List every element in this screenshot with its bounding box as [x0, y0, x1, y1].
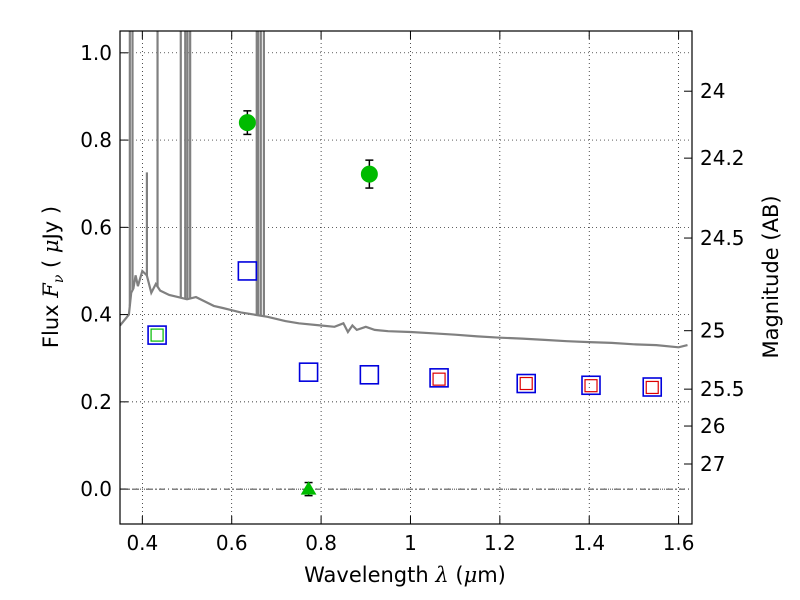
sed-model [120, 31, 688, 349]
model-flux-square-blue [237, 261, 258, 281]
x-tick-label: 1.2 [484, 531, 516, 555]
model-flux-square-green [150, 328, 164, 342]
model-flux-square-blue [359, 364, 380, 385]
y-tick-label: 0.4 [80, 303, 112, 327]
model-flux-square-blue [642, 377, 663, 397]
model-flux-square-blue [516, 373, 537, 394]
observed-flux-point [360, 165, 378, 183]
right-axis-label: Magnitude (AB) [759, 195, 783, 358]
x-axis-label: Wavelength λ (μm) [304, 563, 506, 587]
x-tick-label: 0.6 [216, 531, 248, 555]
model-flux-square-blue [147, 325, 167, 345]
mag-tick-label: 24.2 [700, 146, 745, 170]
axis-ticks: 0.4 0.6 0.8 1 1.2 1.4 1.6 0.0 0.2 0.4 0.6 0.8 1.0 24 2… [80, 31, 745, 555]
x-tick-label: 0.8 [305, 531, 337, 555]
grid [120, 31, 692, 524]
model-flux-square-blue [429, 368, 449, 388]
observed-flux-point [238, 114, 256, 132]
mag-tick-label: 24 [700, 79, 725, 103]
upper-limit-triangle [300, 481, 317, 495]
y-tick-label: 1.0 [80, 41, 112, 65]
model-flux-square-red [584, 379, 598, 393]
model-flux-square-blue [581, 375, 601, 396]
mag-tick-label: 25.5 [700, 377, 745, 401]
mag-tick-label: 26 [700, 414, 725, 438]
model-flux-square-red [432, 372, 446, 386]
x-tick-label: 1 [404, 531, 417, 555]
mag-tick-label: 25 [700, 319, 725, 343]
sed-model-group [120, 31, 688, 349]
x-tick-label: 1.4 [573, 531, 605, 555]
mag-tick-label: 27 [700, 452, 725, 476]
x-tick-label: 1.6 [663, 531, 695, 555]
plot-frame [119, 30, 693, 525]
mag-tick-label: 24.5 [700, 226, 745, 250]
y-tick-label: 0.2 [80, 390, 112, 414]
y-axis-label: Flux Fν ( μJy ) [39, 206, 67, 348]
model-flux-square-red [519, 376, 533, 391]
y-tick-label: 0.6 [80, 215, 112, 239]
x-tick-label: 0.4 [126, 531, 158, 555]
sed-model-line [120, 268, 688, 349]
y-tick-label: 0.8 [80, 128, 112, 152]
model-flux-square-blue [298, 362, 319, 382]
y-tick-label: 0.0 [80, 477, 112, 501]
data-points [147, 110, 663, 497]
model-flux-square-red [645, 380, 659, 395]
